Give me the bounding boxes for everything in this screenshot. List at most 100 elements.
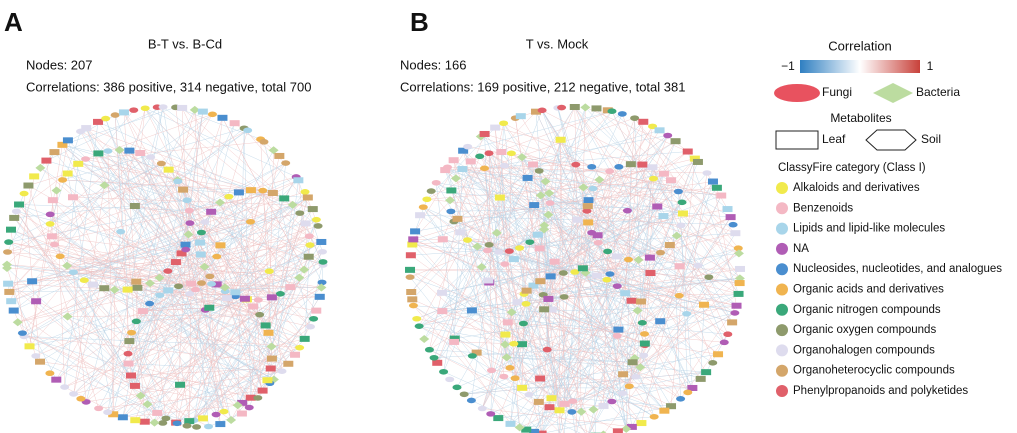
- edge: [462, 168, 552, 399]
- edge: [54, 244, 247, 300]
- edge: [507, 322, 541, 379]
- node: [184, 418, 195, 425]
- edge: [482, 343, 515, 409]
- node: [524, 391, 534, 398]
- node: [318, 259, 328, 265]
- edge: [209, 235, 310, 277]
- edge: [429, 349, 591, 433]
- node: [659, 407, 670, 414]
- node: [543, 210, 554, 219]
- edge: [575, 107, 586, 433]
- edge: [551, 343, 645, 399]
- edge: [523, 261, 555, 324]
- edge: [484, 168, 520, 428]
- node: [607, 108, 617, 114]
- edge: [540, 195, 624, 375]
- edge: [503, 123, 542, 433]
- edge: [40, 167, 226, 292]
- edge: [67, 173, 324, 266]
- node: [499, 373, 509, 380]
- edge: [271, 244, 311, 298]
- node: [611, 253, 622, 260]
- node: [176, 250, 187, 257]
- node: [19, 190, 29, 197]
- edge: [29, 283, 192, 347]
- node: [205, 273, 215, 280]
- edge: [60, 256, 247, 300]
- edge: [62, 107, 176, 146]
- node: [701, 369, 712, 376]
- edge: [509, 251, 523, 388]
- node: [14, 201, 25, 208]
- node: [664, 242, 675, 249]
- edge: [510, 202, 683, 425]
- node: [569, 104, 580, 111]
- node: [449, 335, 460, 342]
- node: [640, 331, 650, 337]
- node: [440, 167, 451, 174]
- edge: [29, 293, 281, 347]
- node: [99, 285, 110, 292]
- node: [283, 360, 294, 367]
- edge: [84, 280, 188, 426]
- edge: [488, 153, 492, 371]
- edge: [521, 172, 708, 389]
- edge: [195, 289, 209, 427]
- node: [583, 219, 594, 226]
- node: [156, 160, 166, 167]
- edge: [119, 149, 141, 396]
- edge: [521, 156, 672, 407]
- node: [197, 108, 208, 115]
- edge: [114, 289, 283, 372]
- node: [627, 359, 638, 366]
- node: [127, 329, 137, 336]
- node: [17, 330, 27, 336]
- node: [465, 158, 476, 165]
- edge: [504, 344, 523, 388]
- edge: [73, 271, 281, 295]
- edge: [228, 196, 269, 333]
- node: [62, 261, 73, 270]
- edge: [119, 149, 324, 266]
- edge: [472, 355, 542, 433]
- node: [540, 177, 551, 186]
- edge: [571, 224, 734, 413]
- edge: [532, 164, 699, 266]
- node: [515, 113, 526, 120]
- node: [500, 340, 511, 349]
- edge: [637, 181, 714, 311]
- node: [652, 203, 663, 210]
- node: [545, 200, 555, 206]
- color-bar: [800, 60, 920, 73]
- node: [73, 160, 84, 167]
- edge: [410, 232, 736, 256]
- node: [197, 280, 207, 286]
- correlation-count: Correlations: 386 positive, 314 negative…: [26, 79, 311, 94]
- node: [559, 294, 569, 300]
- edge: [504, 281, 541, 345]
- node: [257, 387, 268, 394]
- node: [405, 274, 415, 280]
- edge: [186, 200, 273, 298]
- node: [172, 420, 182, 427]
- node: [486, 367, 496, 374]
- edge: [589, 181, 714, 433]
- edge: [533, 180, 672, 432]
- node: [588, 405, 599, 414]
- node: [682, 310, 692, 317]
- edge: [482, 408, 632, 428]
- node: [654, 127, 665, 134]
- edge: [457, 218, 644, 356]
- node: [190, 286, 200, 293]
- node: [471, 349, 482, 356]
- node: [129, 382, 140, 389]
- edge: [64, 241, 322, 388]
- legend-label: Organic nitrogen compounds: [793, 304, 941, 316]
- node: [47, 197, 58, 204]
- edge: [13, 217, 190, 422]
- node: [185, 290, 195, 297]
- node: [449, 338, 460, 345]
- node: [196, 229, 206, 236]
- edge: [624, 118, 635, 294]
